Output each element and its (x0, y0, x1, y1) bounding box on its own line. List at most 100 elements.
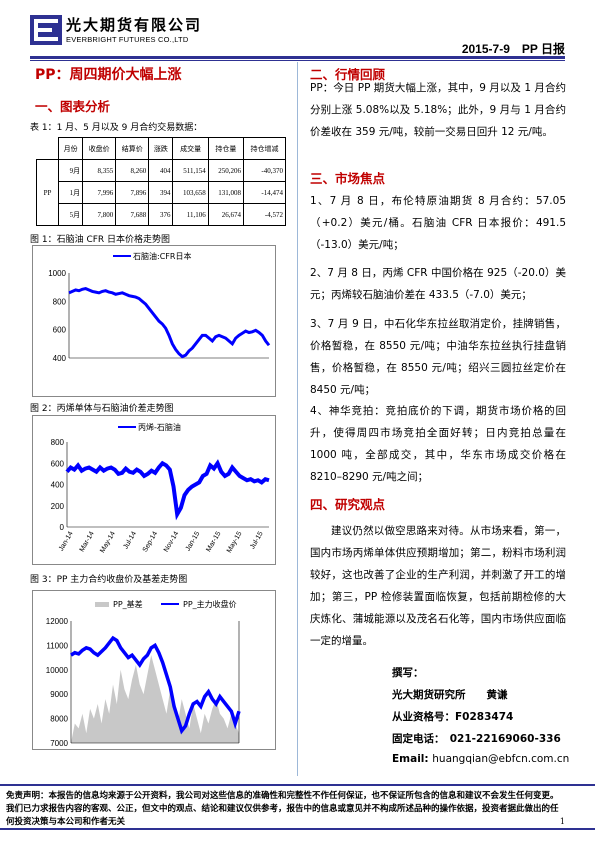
table-cell: 7,996 (83, 182, 116, 204)
table-cell: -4,572 (244, 204, 286, 226)
y-tick-label: 800 (51, 438, 65, 447)
research-view-text: 建议仍然以做空思路来对待。从市场来看，第一，国内市场丙烯单体供应预期增加；第二，… (310, 520, 566, 652)
table-cell: 26,674 (208, 204, 243, 226)
x-tick-label: Jan-14 (58, 530, 75, 552)
table-cell: 103,658 (173, 182, 208, 204)
pp-basis-chart: 7000 8000 9000 10000 11000 12000 PP_基差 PP_主力收盘价 (32, 590, 276, 750)
table-row: PP 9月 8,355 8,260 404 511,154 250,206 -4… (37, 160, 286, 182)
report-title: PP：周四期价大幅上涨 (35, 64, 182, 84)
naphtha-price-chart: 400 600 800 1000 石脑油:CFR日本 (32, 245, 276, 397)
y-tick-label: 800 (53, 297, 67, 306)
y-tick-label: 9000 (50, 690, 68, 699)
focus-item-1: 1、7 月 8 日，布伦特原油期货 8 月合约：57.05（+0.2）美元/桶。… (310, 190, 566, 256)
section1-heading: 一、图表分析 (35, 96, 110, 115)
table-row-label: PP (37, 160, 59, 226)
table-corner (37, 138, 59, 160)
x-tick-label: Nov-14 (163, 530, 180, 553)
market-review-text: PP：今日 PP 期货大幅上涨，其中，9 月以及 1 月合约分别上涨 5.08%… (310, 77, 566, 143)
y-tick-label: 1000 (48, 269, 66, 278)
table-cell: 8,355 (83, 160, 116, 182)
y-tick-label: 7000 (50, 739, 68, 748)
table-header: 收盘价 (83, 138, 116, 160)
author-license: 从业资格号：F0283474 (392, 709, 513, 724)
x-tick-label: Mar-15 (205, 530, 222, 553)
legend-label: 石脑油:CFR日本 (133, 251, 191, 261)
section3-heading: 三、市场焦点 (310, 168, 385, 187)
y-tick-label: 10000 (46, 666, 69, 675)
table-cell: 376 (149, 204, 173, 226)
author-label: 撰写： (392, 665, 424, 680)
table-header: 月份 (59, 138, 83, 160)
table-cell: 131,008 (208, 182, 243, 204)
y-tick-label: 400 (53, 354, 67, 363)
table-cell: 7,800 (83, 204, 116, 226)
disclaimer-text: 免责声明：本报告的信息均来源于公开资料，我公司对这些信息的准确性和完整性不作任何… (6, 790, 565, 829)
page-number: 1 (560, 817, 565, 826)
y-tick-label: 200 (51, 502, 65, 511)
fig3-caption: 图 3：PP 主力合约收盘价及基差走势图 (30, 572, 187, 585)
table-caption: 表 1：1 月、5 月以及 9 月合约交易数据： (30, 120, 202, 133)
table-header-row: 月份 收盘价 结算价 涨跌 成交量 持仓量 持仓增减 (37, 138, 286, 160)
legend-label: PP_基差 (113, 599, 143, 609)
header-rule (30, 56, 565, 59)
table-header: 持仓增减 (244, 138, 286, 160)
y-tick-label: 0 (60, 523, 65, 532)
table-cell: 394 (149, 182, 173, 204)
table-cell: 511,154 (173, 160, 208, 182)
company-name-en: EVERBRIGHT FUTURES CO.,LTD (66, 35, 188, 44)
author-phone: 固定电话： 021-22169060-336 (392, 731, 561, 746)
table-cell: -14,474 (244, 182, 286, 204)
table-header: 涨跌 (149, 138, 173, 160)
table-cell: 1月 (59, 182, 83, 204)
focus-item-4: 4、神华竞拍：竞拍底价的下调，期货市场价格的回升，使得周四市场竞拍全面好转；日内… (310, 400, 566, 488)
table-header: 结算价 (116, 138, 149, 160)
table-cell: 9月 (59, 160, 83, 182)
x-tick-label: May-15 (226, 530, 244, 554)
section4-heading: 四、研究观点 (310, 494, 385, 513)
x-tick-label: Jul-15 (249, 530, 265, 550)
fig1-caption: 图 1：石脑油 CFR 日本价格走势图 (30, 232, 170, 245)
y-tick-label: 8000 (50, 715, 68, 724)
author-email: Email: huangqian@ebfcn.com.cn (392, 753, 569, 765)
y-tick-label: 11000 (46, 641, 68, 650)
legend-label: 丙烯-石脑油 (138, 422, 181, 432)
table-cell: 7,896 (116, 182, 149, 204)
author-org: 光大期货研究所 黄谦 (392, 687, 508, 702)
propylene-spread-chart: 0 200 400 600 800 Jan-14 Mar-14 May-14 Jul-14 Sep… (32, 415, 276, 565)
column-divider (297, 62, 298, 776)
table-cell: 11,106 (173, 204, 208, 226)
company-name-cn: 光大期货有限公司 (66, 14, 202, 35)
table-cell: 7,688 (116, 204, 149, 226)
focus-item-3: 3、7 月 9 日，中石化华东拉丝取消定价，挂牌销售，价格暂稳，在 8550 元… (310, 313, 566, 401)
focus-item-2: 2、7 月 8 日，丙烯 CFR 中国价格在 925（-20.0）美元；丙烯较石… (310, 262, 566, 306)
y-tick-label: 600 (51, 459, 65, 468)
legend-swatch (95, 602, 109, 607)
table-cell: -40,370 (244, 160, 286, 182)
x-tick-label: May-14 (99, 530, 117, 554)
series-line (67, 463, 269, 514)
y-tick-label: 400 (51, 481, 65, 490)
disclaimer-box: 免责声明：本报告的信息均来源于公开资料，我公司对这些信息的准确性和完整性不作任何… (0, 784, 595, 830)
table-cell: 404 (149, 160, 173, 182)
x-tick-label: Jan-15 (185, 530, 202, 552)
table-header: 持仓量 (208, 138, 243, 160)
legend-label: PP_主力收盘价 (183, 599, 237, 609)
y-tick-label: 600 (53, 326, 67, 335)
contract-table: 月份 收盘价 结算价 涨跌 成交量 持仓量 持仓增减 PP 9月 8,355 8… (36, 137, 286, 226)
table-cell: 250,206 (208, 160, 243, 182)
table-row: 1月 7,996 7,896 394 103,658 131,008 -14,4… (37, 182, 286, 204)
table-cell: 5月 (59, 204, 83, 226)
x-tick-label: Jul-14 (122, 530, 138, 550)
x-tick-label: Mar-14 (79, 530, 96, 553)
email-link[interactable]: huangqian@ebfcn.com.cn (432, 753, 569, 765)
y-tick-label: 12000 (46, 617, 69, 626)
email-label: Email: (392, 753, 429, 765)
fig2-caption: 图 2：丙烯单体与石脑油价差走势图 (30, 401, 174, 414)
table-header: 成交量 (173, 138, 208, 160)
company-logo-icon (30, 15, 62, 45)
header-rule-thin (30, 60, 565, 61)
x-tick-label: Sep-14 (142, 530, 159, 553)
table-row: 5月 7,800 7,688 376 11,106 26,674 -4,572 (37, 204, 286, 226)
report-date: 2015-7-9 PP 日报 (462, 40, 565, 57)
table-cell: 8,260 (116, 160, 149, 182)
